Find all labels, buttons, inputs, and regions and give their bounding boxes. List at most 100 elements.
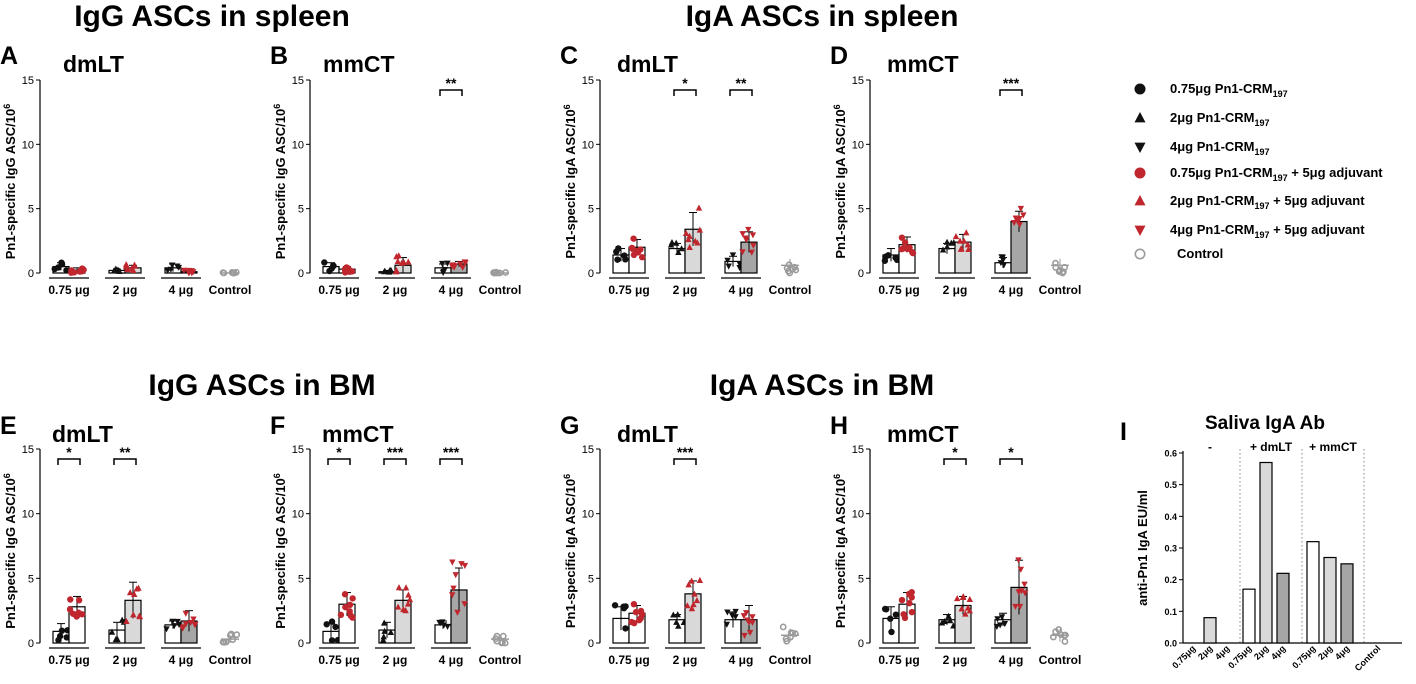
data-point bbox=[632, 608, 640, 616]
legend-marker bbox=[1134, 142, 1146, 154]
data-point bbox=[724, 257, 731, 264]
panel-saliva: I Saliva IgA Ab 0.0 0.1 0.2 0.3 0.4 0.5 0.6 anti-… bbox=[1120, 413, 1402, 673]
legend-marker bbox=[1134, 167, 1146, 179]
title-iga-spleen: IgA ASCs in spleen bbox=[686, 0, 959, 33]
x-category-label: 0.75 μg bbox=[608, 283, 649, 297]
data-point bbox=[1010, 219, 1018, 227]
control-point bbox=[227, 630, 235, 638]
data-point bbox=[387, 266, 395, 273]
significance-bracket bbox=[673, 89, 697, 96]
data-point bbox=[960, 593, 967, 600]
data-point bbox=[457, 261, 464, 268]
y-tick-label: 0 bbox=[858, 268, 864, 280]
x-category-label: 4 μg bbox=[169, 283, 194, 297]
data-point bbox=[998, 614, 1006, 621]
data-point bbox=[694, 239, 701, 246]
data-point bbox=[346, 608, 353, 615]
y-tick-label: 0.6 bbox=[1164, 449, 1177, 459]
data-point bbox=[323, 621, 330, 628]
data-point bbox=[444, 623, 451, 630]
y-tick-label: 10 bbox=[582, 509, 594, 521]
data-point bbox=[1017, 205, 1025, 213]
significance-bracket bbox=[729, 89, 753, 96]
data-point bbox=[402, 607, 409, 614]
data-point bbox=[381, 268, 388, 275]
y-tick-label: 0.3 bbox=[1164, 544, 1177, 554]
data-point bbox=[118, 616, 126, 623]
saliva-bar bbox=[1242, 588, 1256, 644]
saliva-bar bbox=[1259, 461, 1273, 644]
data-point bbox=[328, 265, 335, 272]
legend-text-main: 4μg Pn1-CRM bbox=[1170, 222, 1255, 237]
data-point bbox=[892, 611, 900, 618]
significance-label: *** bbox=[1003, 75, 1020, 91]
y-axis-label-sup: 6 bbox=[272, 104, 282, 109]
y-tick-label: 15 bbox=[22, 444, 34, 456]
x-category-label: Control bbox=[769, 283, 812, 297]
legend-text-main: 0.75μg Pn1-CRM bbox=[1170, 165, 1273, 180]
legend-text-suffix: + 5μg adjuvant bbox=[1270, 193, 1366, 208]
data-point bbox=[328, 618, 336, 625]
control-point bbox=[783, 637, 791, 645]
data-point bbox=[77, 267, 85, 275]
data-point bbox=[459, 264, 466, 271]
data-point bbox=[182, 621, 190, 628]
control-point bbox=[784, 267, 792, 275]
data-point bbox=[404, 600, 412, 607]
data-point bbox=[622, 603, 629, 610]
x-category-label: 4μg bbox=[1333, 643, 1351, 661]
data-point bbox=[179, 625, 186, 632]
data-point bbox=[188, 270, 196, 277]
group-label: + dmLT bbox=[1250, 440, 1293, 454]
saliva-title: Saliva IgA Ab bbox=[1205, 413, 1325, 434]
legend-item: 0.75μg Pn1-CRM197 + 5μg adjuvant bbox=[1134, 165, 1383, 183]
panel-label: A bbox=[0, 42, 18, 70]
data-point bbox=[328, 637, 336, 644]
control-point bbox=[1061, 631, 1069, 639]
y-tick-label: 0.5 bbox=[1164, 480, 1177, 490]
data-point bbox=[405, 591, 412, 598]
data-point bbox=[66, 606, 74, 613]
data-point bbox=[636, 616, 643, 624]
data-point bbox=[402, 584, 410, 591]
y-tick-label: 15 bbox=[292, 75, 304, 87]
data-point bbox=[908, 608, 916, 616]
data-point bbox=[614, 256, 621, 263]
data-point bbox=[394, 603, 402, 610]
y-axis-label-sup: 6 bbox=[562, 474, 572, 479]
significance-label: * bbox=[682, 75, 688, 91]
data-point bbox=[638, 254, 646, 261]
data-point bbox=[346, 268, 353, 275]
y-tick-label: 10 bbox=[292, 139, 304, 151]
data-point bbox=[729, 252, 737, 259]
x-category-label: 2 μg bbox=[673, 283, 698, 297]
data-point bbox=[906, 590, 913, 598]
saliva-bar bbox=[1276, 572, 1290, 644]
legend-text-main: 0.75μg Pn1-CRM bbox=[1170, 81, 1273, 96]
control-point bbox=[501, 639, 509, 647]
y-axis-label: Pn1-specific IgA ASC/106 bbox=[562, 104, 578, 258]
data-point bbox=[622, 256, 629, 263]
data-point bbox=[398, 259, 405, 266]
data-point bbox=[881, 257, 889, 264]
y-axis-label-sup: 6 bbox=[832, 474, 842, 479]
y-tick-label: 0 bbox=[28, 638, 34, 650]
x-category-label: Control bbox=[769, 653, 812, 667]
control-point bbox=[233, 631, 241, 639]
x-category-label: Control bbox=[209, 653, 252, 667]
legend-text-sub: 197 bbox=[1273, 89, 1288, 99]
y-axis-label: anti-Pn1 IgA EU/ml bbox=[1135, 490, 1150, 606]
data-point bbox=[740, 613, 748, 620]
legend-text-main: 2μg Pn1-CRM bbox=[1170, 193, 1255, 208]
x-category-label: 4 μg bbox=[999, 283, 1024, 297]
data-point bbox=[630, 600, 638, 608]
data-point bbox=[394, 257, 401, 265]
y-tick-label: 0 bbox=[298, 268, 304, 280]
data-point bbox=[75, 597, 83, 604]
data-point bbox=[461, 259, 469, 266]
y-axis-label-sup: 6 bbox=[2, 473, 12, 478]
data-point bbox=[667, 241, 675, 248]
control-point bbox=[1056, 266, 1064, 274]
legend-marker bbox=[1134, 225, 1146, 237]
